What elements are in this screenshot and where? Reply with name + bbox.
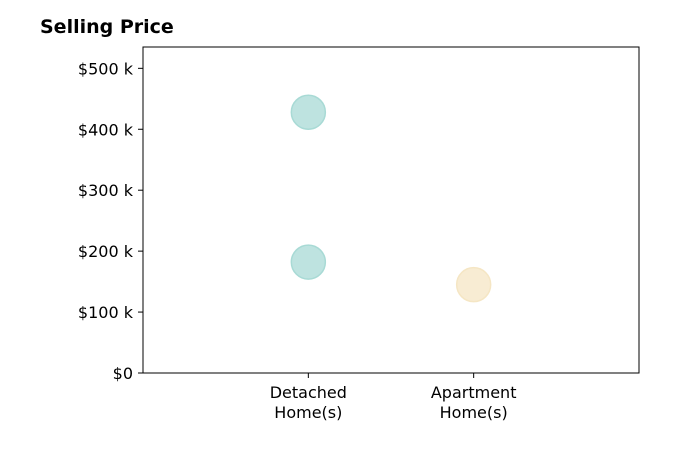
x-tick-label: Apartment Home(s) (431, 383, 517, 422)
plot-frame (142, 46, 640, 374)
chart-title: Selling Price (40, 16, 174, 38)
data-point (290, 244, 327, 280)
data-point (290, 94, 327, 130)
y-tick-label: $100 k (78, 303, 134, 322)
x-tick-label: Detached Home(s) (270, 383, 347, 422)
y-tick-label: $0 (113, 364, 133, 383)
y-tick-label: $400 k (78, 120, 134, 139)
data-point (455, 266, 492, 303)
y-tick-label: $500 k (78, 59, 134, 78)
y-tick-label: $200 k (78, 242, 134, 261)
y-tick-label: $300 k (78, 181, 134, 200)
